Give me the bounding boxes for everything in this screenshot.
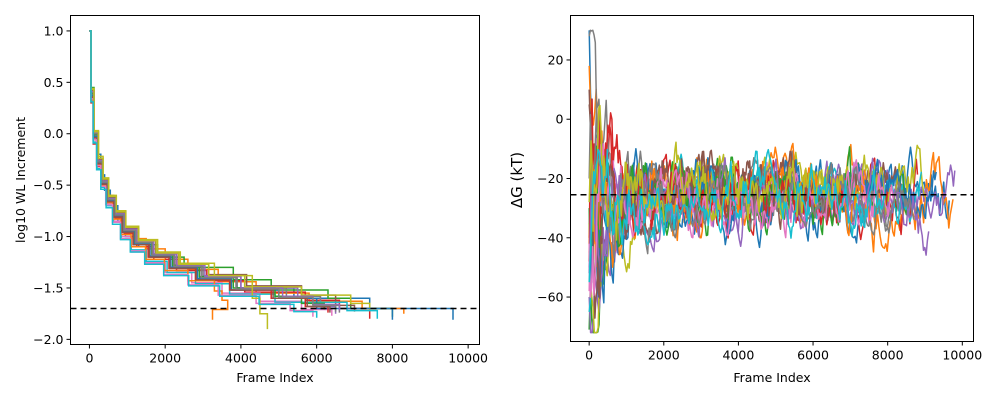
left-x-tick-label: 2000: [149, 351, 181, 366]
right-series-line: [588, 148, 885, 283]
right-x-ticks: 0 2000 4000 6000 8000 10000: [585, 341, 982, 363]
left-y-tick-label: −0.5: [33, 178, 63, 193]
left-y-axis-label: log10 WL Increment: [13, 117, 28, 243]
right-x-axis-label: Frame Index: [733, 370, 810, 385]
left-y-tick-label: 1.0: [44, 23, 64, 38]
right-x-tick-label: 10000: [942, 348, 982, 363]
left-chart: 0 2000 4000 6000 8000 10000 1.0 0.5 0.0 −0.5 −1.0…: [13, 15, 488, 385]
left-y-tick-label: −1.0: [33, 229, 63, 244]
right-series-line: [588, 104, 844, 241]
right-x-tick-label: 6000: [797, 348, 829, 363]
left-x-tick-label: 8000: [376, 351, 408, 366]
right-series-line: [588, 105, 915, 259]
left-y-tick-label: −1.5: [33, 280, 63, 295]
right-y-tick-label: −60: [537, 290, 563, 305]
left-x-tick-label: 4000: [225, 351, 257, 366]
right-x-tick-label: 4000: [723, 348, 755, 363]
left-y-ticks: 1.0 0.5 0.0 −0.5 −1.0 −1.5 −2.0: [33, 23, 71, 347]
left-x-axis-label: Frame Index: [236, 370, 313, 385]
right-x-tick-label: 0: [585, 348, 593, 363]
left-series-line: [89, 30, 337, 314]
left-x-tick-label: 10000: [448, 351, 488, 366]
left-series-line: [89, 30, 318, 318]
left-x-ticks: 0 2000 4000 6000 8000 10000: [85, 344, 488, 366]
left-x-tick-label: 0: [85, 351, 93, 366]
left-series-line: [89, 30, 331, 313]
left-x-tick-label: 6000: [301, 351, 333, 366]
left-series-line: [89, 30, 269, 330]
right-x-tick-label: 2000: [648, 348, 680, 363]
left-series-line: [89, 30, 356, 312]
right-y-axis-label: ΔG (kT): [508, 152, 526, 208]
right-y-tick-label: 0: [556, 112, 564, 127]
left-axes-frame: [70, 15, 480, 345]
left-series-line: [89, 30, 333, 316]
left-y-tick-label: −2.0: [33, 332, 63, 347]
right-y-tick-label: −40: [537, 230, 563, 245]
left-series-line: [89, 30, 371, 311]
right-y-tick-label: 20: [548, 52, 564, 67]
left-y-tick-label: 0.5: [44, 75, 64, 90]
right-y-ticks: 20 0 −20 −40 −60: [537, 52, 571, 305]
left-series-line: [89, 30, 394, 317]
left-series-line: [89, 30, 405, 314]
right-y-tick-label: −20: [537, 171, 563, 186]
left-series-line: [89, 30, 314, 317]
left-series-line: [89, 30, 454, 320]
left-plot-area: [70, 30, 480, 330]
right-x-tick-label: 8000: [872, 348, 904, 363]
right-plot-area: [570, 29, 974, 334]
right-chart: 0 2000 4000 6000 8000 10000 20 0 −20 −40 −60 Fram…: [508, 15, 982, 385]
left-y-tick-label: 0.0: [44, 126, 64, 141]
